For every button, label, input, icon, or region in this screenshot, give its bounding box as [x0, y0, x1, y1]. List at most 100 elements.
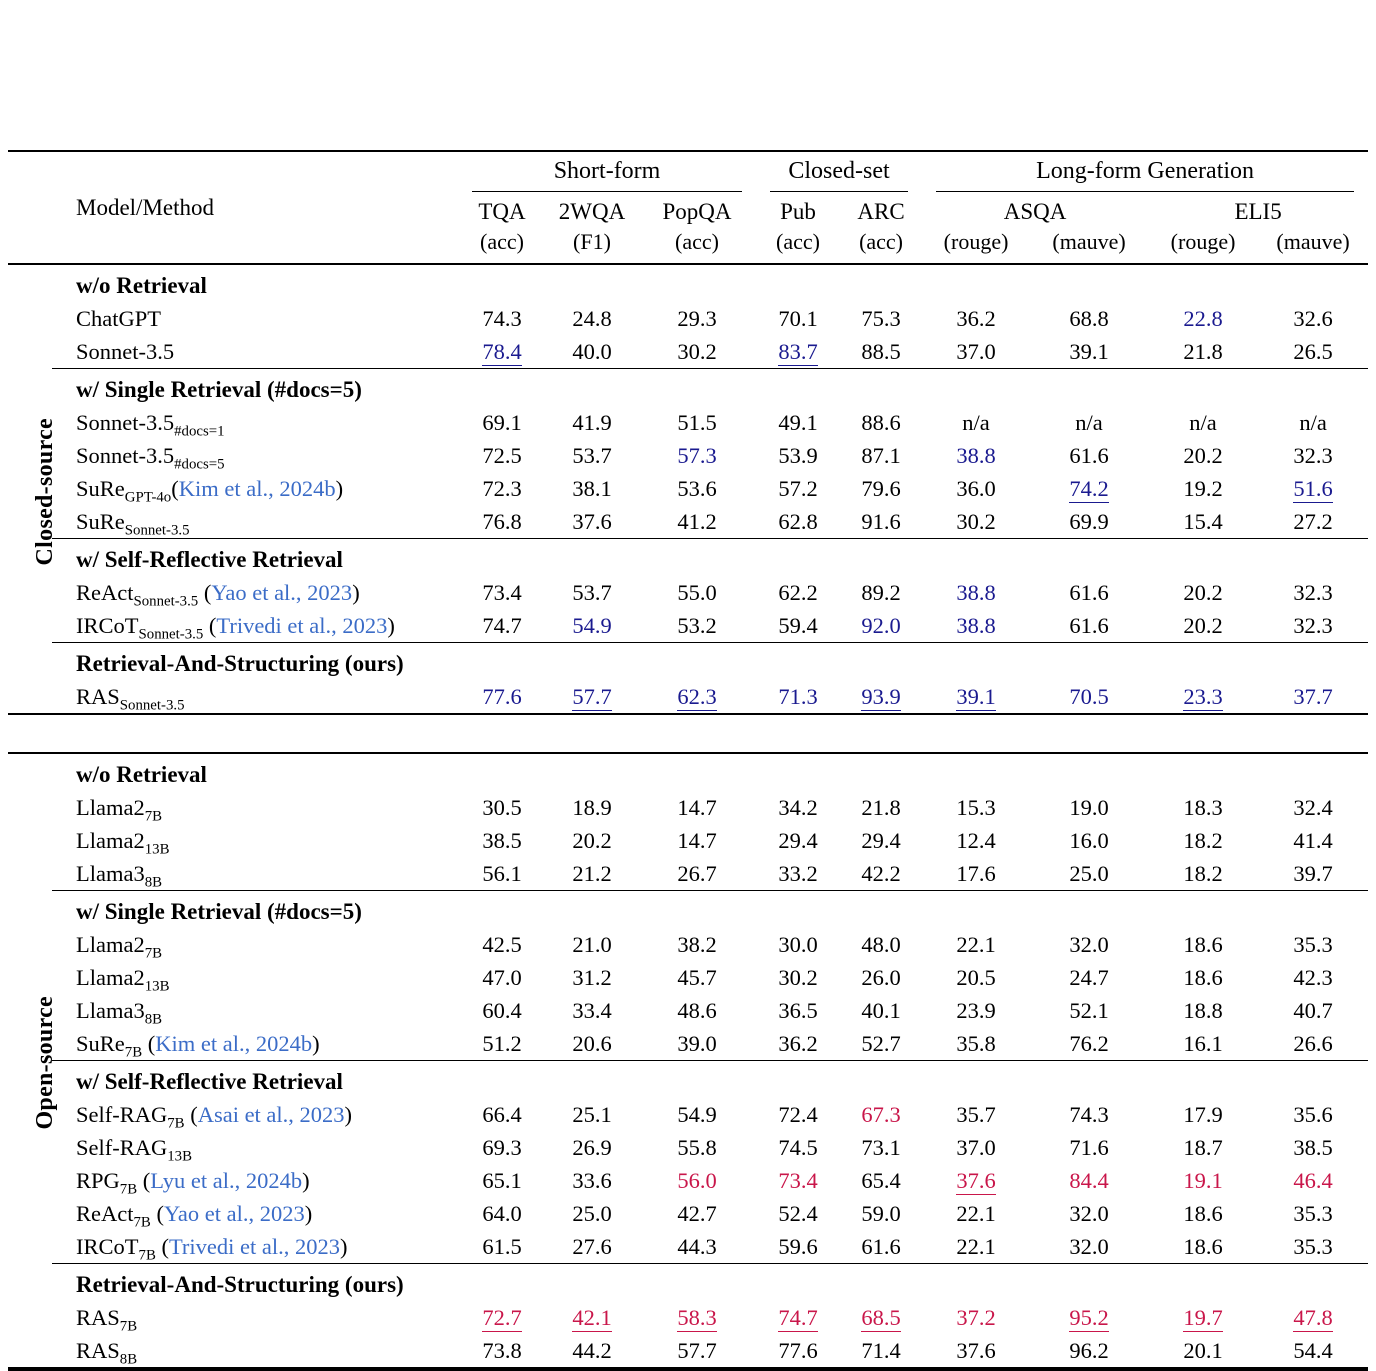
metric-value: 19.2: [1183, 475, 1223, 501]
value-cell: 21.8: [1148, 335, 1258, 369]
metric-value: 32.3: [1293, 579, 1333, 605]
value-cell: 51.2: [458, 1027, 546, 1061]
citation-link[interactable]: Kim et al., 2024b: [178, 475, 336, 501]
value-cell: 31.2: [546, 961, 638, 994]
value-cell: 58.3: [638, 1301, 756, 1334]
model-name: RPG: [76, 1167, 120, 1193]
value-cell: 37.0: [922, 1131, 1030, 1164]
value-cell: 19.0: [1030, 791, 1148, 824]
value-cell: 35.8: [922, 1027, 1030, 1061]
value-cell: 76.8: [458, 505, 546, 539]
value-cell: 54.4: [1258, 1334, 1368, 1369]
metric-value: 26.7: [677, 860, 717, 886]
model-name: SuRe: [76, 1030, 125, 1056]
metric-value: 62.8: [778, 508, 818, 534]
metric-value: 52.1: [1069, 997, 1109, 1023]
metric-value: 89.2: [861, 579, 901, 605]
section-header-row: w/ Self-Reflective Retrieval: [8, 1060, 1369, 1098]
metric-value: 36.2: [778, 1030, 818, 1056]
value-cell: 59.0: [840, 1197, 922, 1230]
value-cell: 57.7: [638, 1334, 756, 1369]
metric-value: 26.9: [572, 1134, 612, 1160]
metric-value: 69.1: [482, 409, 522, 435]
table-row: RAS7B 72.7 42.1 58.3 74.7 68.5 37.2 95.2…: [8, 1301, 1368, 1334]
value-cell: 18.9: [546, 791, 638, 824]
metric-value: 91.6: [861, 508, 901, 534]
value-cell: 36.0: [922, 472, 1030, 505]
metric-value: 95.2: [1069, 1304, 1109, 1332]
model-cell: Llama213B: [52, 961, 458, 994]
metric-value: 52.7: [861, 1030, 901, 1056]
citation-link[interactable]: Yao et al., 2023: [211, 579, 353, 605]
value-cell: 41.2: [638, 505, 756, 539]
metric-value: 40.7: [1293, 997, 1333, 1023]
metric-value: 41.9: [572, 409, 612, 435]
metric-value: 26.6: [1293, 1030, 1333, 1056]
table-row: ChatGPT 74.3 24.8 29.3 70.1 75.3 36.2 68…: [8, 302, 1368, 335]
metric-value: 72.3: [482, 475, 522, 501]
value-cell: 88.5: [840, 335, 922, 369]
metric-value: 17.9: [1183, 1101, 1223, 1127]
value-cell: 20.2: [1148, 439, 1258, 472]
model-subscript: #docs=1: [174, 423, 225, 439]
citation-link[interactable]: Asai et al., 2023: [197, 1101, 345, 1127]
value-cell: 68.8: [1030, 302, 1148, 335]
value-cell: 69.9: [1030, 505, 1148, 539]
value-cell: 72.3: [458, 472, 546, 505]
value-cell: 42.3: [1258, 961, 1368, 994]
citation-link[interactable]: Yao et al., 2023: [163, 1200, 305, 1226]
metric-value: 30.0: [778, 931, 818, 957]
value-cell: 56.0: [638, 1164, 756, 1197]
metric-value: 30.5: [482, 794, 522, 820]
citation-open-paren: (: [142, 1030, 156, 1056]
section-header-row: w/ Single Retrieval (#docs=5): [8, 368, 1369, 406]
value-cell: 71.4: [840, 1334, 922, 1369]
table-row: Llama213B 47.0 31.2 45.7 30.2 26.0 20.5 …: [8, 961, 1368, 994]
metric-value: 74.7: [482, 612, 522, 638]
metric-value: 53.2: [677, 612, 717, 638]
model-name: Llama3: [76, 860, 145, 886]
model-cell: RASSonnet-3.5: [52, 680, 458, 714]
value-cell: 35.3: [1258, 1230, 1368, 1264]
metric-value: n/a: [962, 409, 990, 435]
metric-value: 57.7: [677, 1337, 717, 1363]
metric-value: 41.2: [677, 508, 717, 534]
value-cell: 14.7: [638, 824, 756, 857]
value-cell: 59.6: [756, 1230, 840, 1264]
metric-value: 47.8: [1293, 1304, 1333, 1332]
metric-value: 35.3: [1293, 1200, 1333, 1226]
model-cell: Llama27B: [52, 928, 458, 961]
metric-value: 72.7: [482, 1304, 522, 1332]
value-cell: 26.0: [840, 961, 922, 994]
metric-value: 29.4: [861, 827, 901, 853]
value-cell: 30.2: [638, 335, 756, 369]
model-name: ReAct: [76, 1200, 134, 1226]
citation-link[interactable]: Kim et al., 2024b: [155, 1030, 313, 1056]
value-cell: 21.8: [840, 791, 922, 824]
value-cell: 62.8: [756, 505, 840, 539]
metric-value: 27.6: [572, 1233, 612, 1259]
model-name: RAS: [76, 683, 120, 709]
metric-value: 87.1: [861, 442, 901, 468]
section-header-row: Closed-source w/o Retrieval: [8, 264, 1368, 565]
metric-value: 16.0: [1069, 827, 1109, 853]
side-label-closed-source: Closed-source: [32, 417, 58, 566]
metric-value: 77.6: [778, 1337, 818, 1363]
model-subscript: #docs=5: [174, 456, 225, 472]
value-cell: 17.9: [1148, 1098, 1258, 1131]
metric-value: 25.1: [572, 1101, 612, 1127]
value-cell: 73.1: [840, 1131, 922, 1164]
value-cell: 32.3: [1258, 439, 1368, 472]
metric-value: 25.0: [572, 1200, 612, 1226]
value-cell: 42.2: [840, 857, 922, 891]
metric-value: 55.0: [677, 579, 717, 605]
value-cell: 36.5: [756, 994, 840, 1027]
metric-value: 29.4: [778, 827, 818, 853]
citation-link[interactable]: Trivedi et al., 2023: [168, 1233, 341, 1259]
citation-link[interactable]: Trivedi et al., 2023: [216, 612, 388, 638]
value-cell: 51.6: [1258, 472, 1368, 505]
citation-link[interactable]: Lyu et al., 2024b: [150, 1167, 303, 1193]
metric-value: 42.1: [572, 1304, 612, 1332]
model-cell: Llama38B: [52, 857, 458, 891]
metric-value: 71.3: [778, 683, 818, 709]
